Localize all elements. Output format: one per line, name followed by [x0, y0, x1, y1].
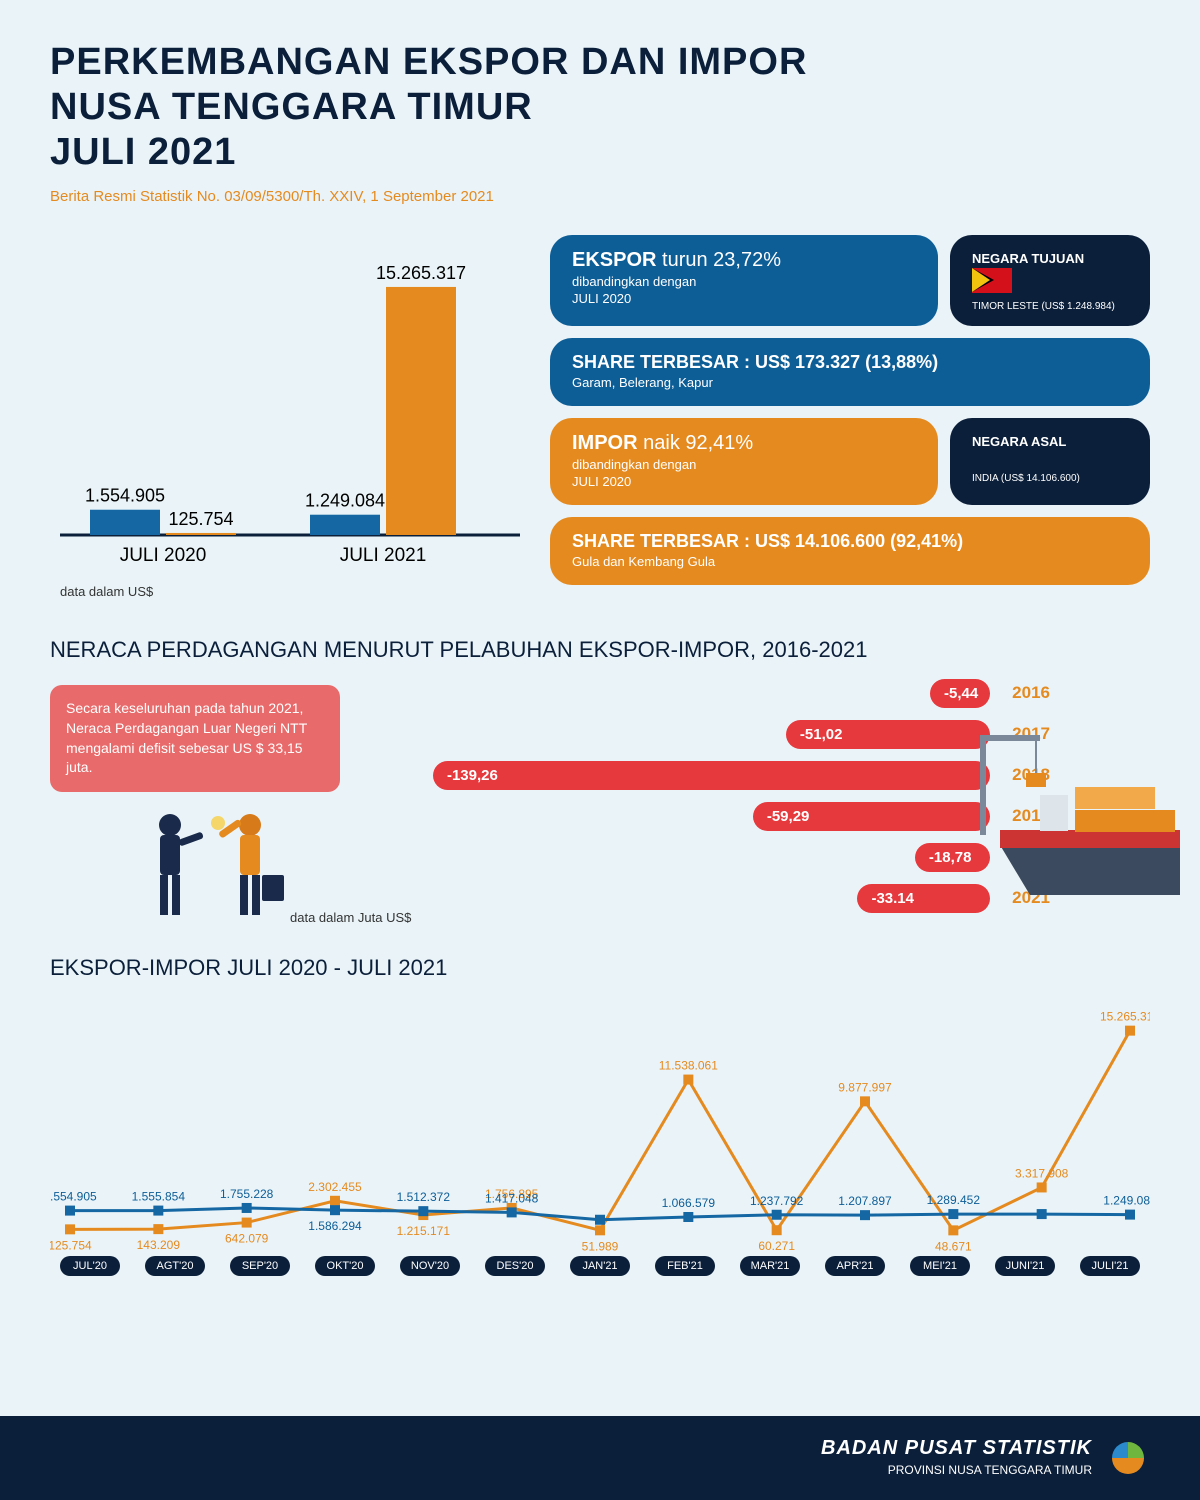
share1-sub: Garam, Belerang, Kapur: [572, 375, 1128, 392]
neraca-unit: data dalam Juta US$: [290, 910, 411, 925]
impor-card: IMPOR naik 92,41% dibandingkan dengan JUL…: [550, 418, 938, 505]
title-line-3: JULI 2021: [50, 131, 236, 173]
timor-leste-flag-icon: [972, 268, 1012, 293]
share-ekspor-card: SHARE TERBESAR : US$ 173.327 (13,88%) Ga…: [550, 338, 1150, 406]
svg-text:11.538.061: 11.538.061: [659, 1059, 718, 1073]
title-line-2: NUSA TENGGARA TIMUR: [50, 86, 533, 128]
svg-text:1.066.579: 1.066.579: [662, 1196, 716, 1210]
svg-text:143.209: 143.209: [137, 1239, 181, 1252]
svg-text:1.755.228: 1.755.228: [220, 1187, 274, 1201]
svg-text:1.249.084: 1.249.084: [1103, 1194, 1150, 1208]
footer-prov: PROVINSI NUSA TENGGARA TIMUR: [888, 1463, 1092, 1477]
subtitle: Berita Resmi Statistik No. 03/09/5300/Th…: [50, 188, 1150, 205]
ekspor-sub1: dibandingkan dengan: [572, 274, 696, 289]
svg-text:15.265.317: 15.265.317: [376, 263, 466, 283]
svg-text:1.249.084: 1.249.084: [305, 491, 385, 511]
bar-caption: data dalam US$: [60, 584, 530, 599]
line-svg: 125.754 143.209 642.079 2.302.455 1.215.171 1…: [50, 991, 1150, 1251]
ekspor-card: EKSPOR turun 23,72% dibandingkan dengan J…: [550, 235, 938, 326]
neraca-section: NERACA PERDAGANGAN MENURUT PELABUHAN EKS…: [0, 609, 1200, 935]
svg-text:15.265.317: 15.265.317: [1100, 1010, 1150, 1024]
svg-text:60.271: 60.271: [758, 1240, 795, 1252]
people-icon: [130, 805, 310, 925]
svg-text:642.079: 642.079: [225, 1232, 269, 1246]
ekspor-title: EKSPOR: [572, 249, 656, 271]
impor-title: IMPOR: [572, 432, 638, 454]
line-title: EKSPOR-IMPOR JULI 2020 - JULI 2021: [50, 955, 1150, 981]
neraca-bars: -5,44-51,02-139,26-59,29-18,78-33.14: [390, 675, 990, 921]
share2-title: SHARE TERBESAR : US$ 14.106.600 (92,41%): [572, 531, 963, 551]
share1-title: SHARE TERBESAR : US$ 173.327 (13,88%): [572, 352, 938, 372]
nt-sub: TIMOR LESTE (US$ 1.248.984): [972, 301, 1128, 312]
impor-sub1: dibandingkan dengan: [572, 457, 696, 472]
impor-change: naik 92,41%: [643, 432, 753, 454]
bar-chart: 1.554.905125.754 JULI 2020 1.249.084 15.265…: [50, 235, 530, 599]
ship-icon: [980, 735, 1180, 905]
bar-svg: 1.554.905125.754 JULI 2020 1.249.084 15.265…: [50, 235, 530, 575]
share-impor-card: SHARE TERBESAR : US$ 14.106.600 (92,41%)…: [550, 517, 1150, 585]
share2-sub: Gula dan Kembang Gula: [572, 554, 1128, 571]
page-title: PERKEMBANGAN EKSPOR DAN IMPOR NUSA TENGG…: [50, 40, 1150, 174]
line-section: EKSPOR-IMPOR JULI 2020 - JULI 2021 125.7…: [0, 935, 1200, 1311]
svg-text:JULI 2021: JULI 2021: [340, 545, 427, 566]
svg-text:1.512.372: 1.512.372: [397, 1191, 451, 1205]
nt-title: NEGARA TUJUAN: [972, 251, 1128, 268]
svg-text:1.554.905: 1.554.905: [50, 1190, 97, 1204]
svg-text:125.754: 125.754: [50, 1239, 92, 1252]
negara-asal-card: NEGARA ASAL INDIA (US$ 14.106.600): [950, 418, 1150, 505]
ekspor-sub2: JULI 2020: [572, 291, 631, 306]
svg-text:1.586.294: 1.586.294: [308, 1220, 362, 1234]
neraca-title: NERACA PERDAGANGAN MENURUT PELABUHAN EKS…: [50, 637, 1150, 663]
footer: BADAN PUSAT STATISTIK PROVINSI NUSA TENG…: [0, 1416, 1200, 1500]
svg-text:48.671: 48.671: [935, 1240, 972, 1252]
top-row: 1.554.905125.754 JULI 2020 1.249.084 15.265…: [0, 215, 1200, 609]
title-line-1: PERKEMBANGAN EKSPOR DAN IMPOR: [50, 41, 807, 83]
na-sub: INDIA (US$ 14.106.600): [972, 473, 1128, 484]
svg-text:2.302.455: 2.302.455: [308, 1180, 362, 1194]
svg-text:JULI 2020: JULI 2020: [120, 545, 207, 566]
svg-text:1.237.792: 1.237.792: [750, 1194, 804, 1208]
svg-text:1.417.048: 1.417.048: [485, 1192, 539, 1206]
neraca-note: Secara keseluruhan pada tahun 2021, Nera…: [50, 685, 340, 791]
ekspor-change: turun 23,72%: [662, 249, 781, 271]
info-cards: EKSPOR turun 23,72% dibandingkan dengan J…: [550, 235, 1150, 599]
svg-text:51.989: 51.989: [582, 1240, 619, 1252]
svg-text:9.877.997: 9.877.997: [838, 1081, 892, 1095]
svg-text:125.754: 125.754: [168, 509, 233, 529]
header: PERKEMBANGAN EKSPOR DAN IMPOR NUSA TENGG…: [0, 0, 1200, 215]
svg-text:1.289.452: 1.289.452: [927, 1194, 981, 1208]
line-xlabels: JUL'20AGT'20SEP'20OKT'20NOV'20DES'20JAN'…: [50, 1256, 1150, 1276]
bps-logo-icon: [1106, 1436, 1150, 1480]
svg-text:1.207.897: 1.207.897: [838, 1195, 892, 1209]
svg-text:1.555.854: 1.555.854: [132, 1190, 186, 1204]
impor-sub2: JULI 2020: [572, 474, 631, 489]
svg-text:1.554.905: 1.554.905: [85, 486, 165, 506]
svg-text:3.317.908: 3.317.908: [1015, 1167, 1069, 1181]
na-title: NEGARA ASAL: [972, 434, 1128, 451]
negara-tujuan-card: NEGARA TUJUAN TIMOR LESTE (US$ 1.248.984…: [950, 235, 1150, 326]
footer-org: BADAN PUSAT STATISTIK: [821, 1437, 1092, 1459]
svg-text:1.215.171: 1.215.171: [397, 1225, 451, 1239]
